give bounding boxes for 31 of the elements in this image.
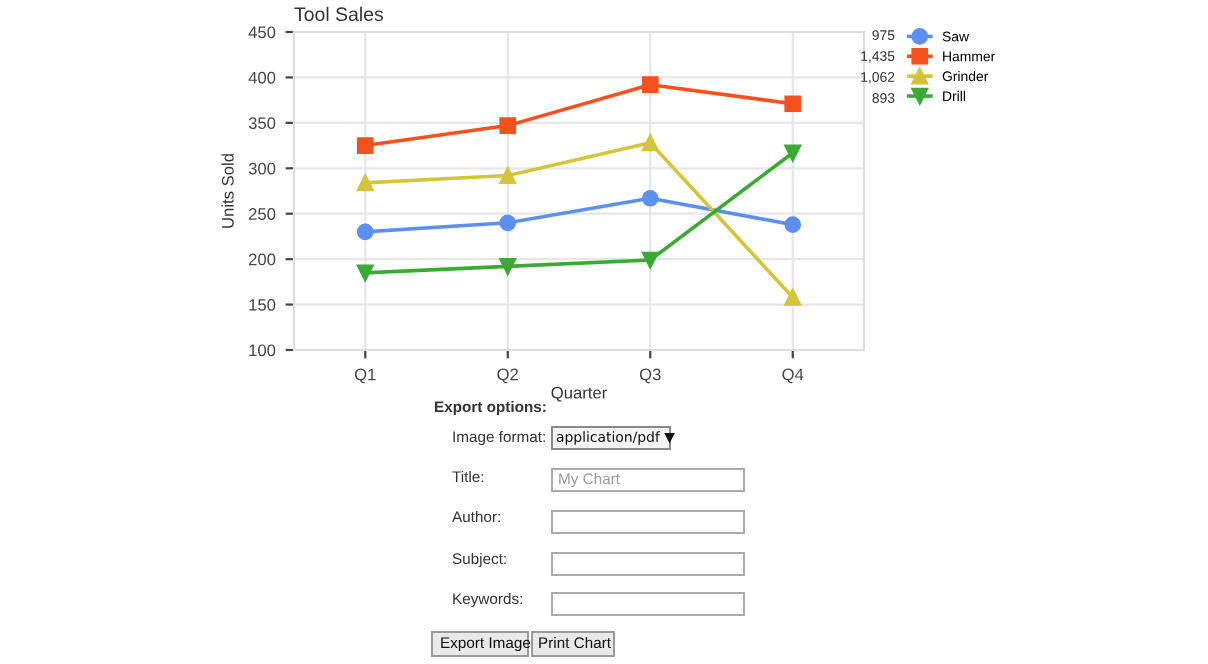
point <box>499 117 517 134</box>
point <box>356 137 374 154</box>
point <box>356 223 374 241</box>
point <box>499 214 517 232</box>
y-axis-title: Units Sold <box>221 154 234 228</box>
y-tick-label: 300 <box>248 162 276 175</box>
point <box>784 288 802 306</box>
x-tick-label: Q4 <box>782 368 804 384</box>
point <box>784 95 802 113</box>
y-tick-label: 400 <box>248 71 276 84</box>
y-tick-label: 250 <box>248 208 276 220</box>
point <box>641 76 659 94</box>
y-tick-label: 200 <box>248 253 276 266</box>
x-tick-label: Q3 <box>639 368 661 384</box>
x-tick-label: Q1 <box>354 368 376 384</box>
y-tick-label: 450 <box>248 26 276 39</box>
point <box>499 167 517 184</box>
point <box>784 144 802 162</box>
point <box>356 264 374 282</box>
point <box>356 174 374 192</box>
x-axis-title: Quarter <box>551 386 607 402</box>
point <box>641 134 659 152</box>
y-tick-label: 150 <box>249 298 276 311</box>
x-tick-label: Q2 <box>497 368 519 384</box>
point <box>499 258 517 275</box>
y-tick-label: 350 <box>248 117 276 130</box>
point <box>784 216 802 233</box>
point <box>641 251 659 269</box>
y-tick-label: 100 <box>249 344 276 357</box>
point <box>641 189 659 207</box>
chart-title: Tool Sales <box>294 6 383 22</box>
